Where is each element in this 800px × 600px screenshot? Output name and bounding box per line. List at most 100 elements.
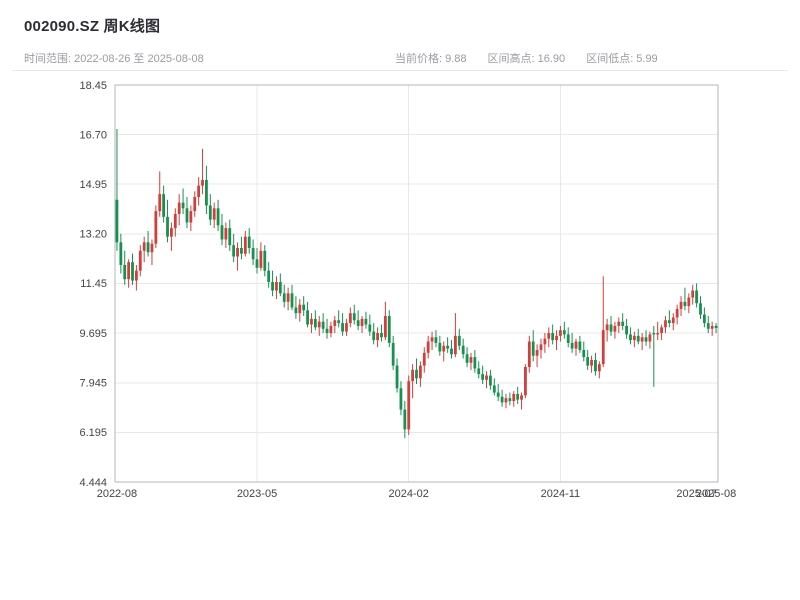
- page-title: 002090.SZ 周K线图: [24, 18, 161, 35]
- candle-body: [617, 321, 621, 326]
- candle-body: [667, 320, 671, 324]
- candle-body: [321, 321, 325, 329]
- candle-body: [418, 365, 422, 379]
- candle-body: [162, 194, 166, 217]
- y-axis-tick: 7.945: [79, 378, 107, 390]
- candle-body: [492, 385, 496, 393]
- candle-body: [547, 333, 551, 339]
- candle-body: [714, 325, 718, 328]
- y-axis-tick: 18.45: [79, 80, 107, 92]
- range-low-stat: 区间低点: 5.99: [586, 53, 657, 65]
- candle-body: [640, 337, 644, 342]
- candle-body: [551, 333, 555, 341]
- candle-body: [232, 245, 236, 257]
- candle-body: [652, 333, 656, 335]
- candle-body: [496, 392, 500, 397]
- x-axis-tick: 2022-08: [97, 488, 137, 500]
- candle-body: [158, 194, 162, 212]
- candle-body: [407, 381, 411, 430]
- candle-body: [271, 282, 274, 291]
- candle-body: [454, 335, 457, 355]
- x-axis-tick: 2025-07: [676, 488, 716, 500]
- candle-body: [671, 317, 675, 324]
- current-price-value: 9.88: [445, 53, 467, 65]
- candle-body: [555, 335, 558, 341]
- candle-body: [286, 293, 290, 302]
- candle-body: [574, 341, 578, 349]
- y-axis-tick: 9.695: [79, 328, 107, 340]
- x-axis-tick: 2023-05: [237, 488, 277, 500]
- candle-body: [376, 333, 379, 341]
- candle-body: [527, 341, 531, 368]
- candle-body: [275, 282, 278, 291]
- candle-body: [364, 318, 368, 325]
- candle-body: [166, 216, 169, 237]
- candle-body: [691, 290, 695, 298]
- candle-body: [243, 236, 247, 254]
- candle-body: [302, 304, 306, 311]
- candle-body: [535, 350, 539, 356]
- candle-body: [360, 318, 364, 326]
- candle-body: [508, 398, 512, 402]
- x-axis-tick-labels: 2022-08 2023-05 2024-02 2024-11 2025-072025-…: [97, 488, 737, 500]
- candle-body: [683, 301, 687, 307]
- candle-body: [282, 293, 286, 302]
- y-axis-tick-labels: 18.45 16.70 14.95 13.20 11.45 9.695 7.945 6.195…: [79, 80, 107, 489]
- candle-body: [621, 321, 625, 326]
- candle-body: [345, 323, 348, 332]
- candle-body: [189, 211, 193, 223]
- candle-body: [524, 367, 527, 396]
- candle-body: [216, 208, 220, 226]
- candle-body: [259, 250, 263, 268]
- candle-body: [500, 396, 504, 403]
- y-axis-tick: 11.45: [80, 278, 107, 290]
- candle-body: [629, 334, 632, 341]
- candle-body: [197, 185, 201, 197]
- candle-body: [531, 341, 535, 356]
- candle-body: [247, 236, 251, 248]
- candle-body: [613, 325, 617, 332]
- header-divider: [12, 70, 788, 71]
- candle-body: [434, 337, 438, 343]
- candle-body: [562, 330, 566, 335]
- candle-body: [559, 330, 562, 336]
- candle-body: [687, 297, 691, 307]
- candle-body: [306, 310, 309, 325]
- candle-body: [504, 398, 508, 403]
- candle-body: [333, 320, 337, 326]
- candle-body: [644, 337, 648, 342]
- candle-body: [710, 325, 714, 329]
- candle-body: [450, 348, 453, 355]
- candle-body: [391, 342, 395, 366]
- candle-body: [348, 313, 352, 324]
- candle-body: [267, 270, 271, 282]
- candle-body: [597, 364, 601, 372]
- candle-body: [485, 375, 488, 380]
- candle-body: [512, 393, 516, 402]
- candle-body: [570, 342, 574, 349]
- candle-body: [594, 359, 597, 372]
- candle-body: [356, 320, 360, 326]
- candle-body: [372, 331, 376, 341]
- candle-body: [212, 208, 216, 220]
- candle-body: [605, 324, 609, 331]
- candle-body: [251, 247, 255, 260]
- candle-body: [699, 303, 702, 315]
- candle-body: [278, 282, 282, 294]
- candle-body: [205, 179, 208, 206]
- candle-body: [590, 359, 593, 366]
- candle-body: [341, 323, 344, 332]
- candle-body: [387, 316, 391, 343]
- x-axis-tick: 2024-11: [541, 488, 581, 500]
- candle-body: [461, 345, 465, 355]
- candle-body: [446, 345, 450, 349]
- candle-body: [177, 202, 181, 214]
- stats-bar: 当前价格: 9.88 区间高点: 16.90 区间低点: 5.99: [395, 50, 676, 66]
- y-axis-tick: 13.20: [79, 229, 107, 241]
- candle-body: [465, 354, 469, 363]
- candle-body: [586, 357, 590, 366]
- candle-body: [325, 328, 329, 334]
- candle-body: [648, 334, 652, 342]
- candle-body: [702, 314, 706, 324]
- y-axis-tick: 14.95: [79, 179, 107, 191]
